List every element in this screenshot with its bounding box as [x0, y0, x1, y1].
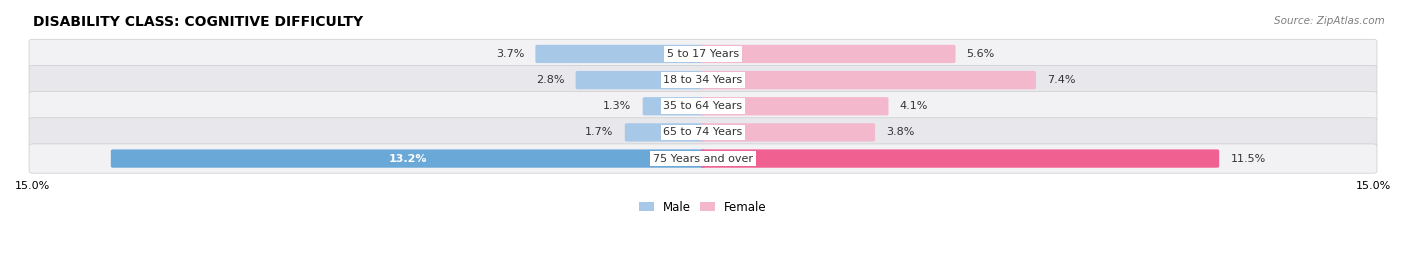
FancyBboxPatch shape [700, 149, 1219, 168]
FancyBboxPatch shape [111, 149, 706, 168]
FancyBboxPatch shape [30, 92, 1376, 121]
FancyBboxPatch shape [700, 45, 956, 63]
FancyBboxPatch shape [700, 123, 875, 141]
FancyBboxPatch shape [30, 39, 1376, 69]
FancyBboxPatch shape [575, 71, 706, 89]
Text: Source: ZipAtlas.com: Source: ZipAtlas.com [1274, 16, 1385, 26]
Text: 3.7%: 3.7% [496, 49, 524, 59]
Text: 1.7%: 1.7% [585, 127, 613, 137]
Text: DISABILITY CLASS: COGNITIVE DIFFICULTY: DISABILITY CLASS: COGNITIVE DIFFICULTY [32, 15, 363, 29]
Text: 7.4%: 7.4% [1047, 75, 1076, 85]
FancyBboxPatch shape [700, 71, 1036, 89]
Text: 1.3%: 1.3% [603, 101, 631, 111]
FancyBboxPatch shape [624, 123, 706, 141]
Text: 18 to 34 Years: 18 to 34 Years [664, 75, 742, 85]
Text: 2.8%: 2.8% [536, 75, 564, 85]
FancyBboxPatch shape [30, 144, 1376, 173]
Text: 35 to 64 Years: 35 to 64 Years [664, 101, 742, 111]
Text: 5.6%: 5.6% [967, 49, 995, 59]
FancyBboxPatch shape [643, 97, 706, 115]
Text: 65 to 74 Years: 65 to 74 Years [664, 127, 742, 137]
Text: 5 to 17 Years: 5 to 17 Years [666, 49, 740, 59]
FancyBboxPatch shape [536, 45, 706, 63]
Text: 3.8%: 3.8% [886, 127, 915, 137]
Text: 13.2%: 13.2% [389, 154, 427, 164]
FancyBboxPatch shape [30, 118, 1376, 147]
Text: 4.1%: 4.1% [900, 101, 928, 111]
FancyBboxPatch shape [700, 97, 889, 115]
Text: 11.5%: 11.5% [1230, 154, 1265, 164]
Legend: Male, Female: Male, Female [634, 196, 772, 218]
FancyBboxPatch shape [30, 65, 1376, 95]
Text: 75 Years and over: 75 Years and over [652, 154, 754, 164]
